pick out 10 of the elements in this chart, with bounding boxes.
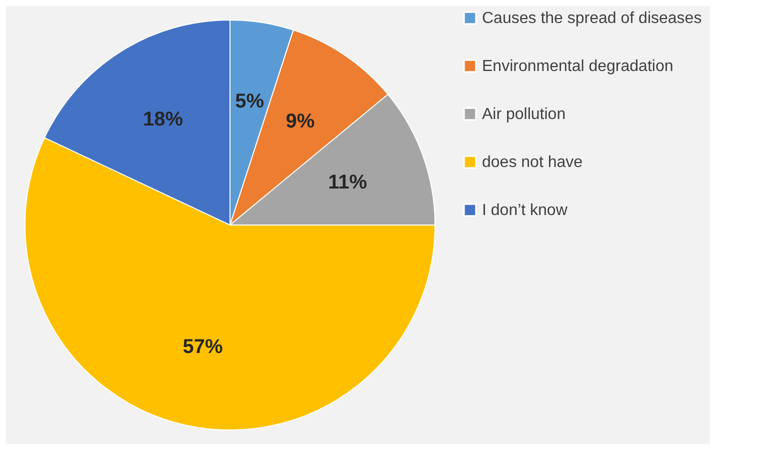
legend-label: Air pollution xyxy=(482,106,566,123)
data-label: 9% xyxy=(286,110,315,133)
legend-label: I don’t know xyxy=(482,202,568,219)
data-label: 18% xyxy=(143,108,184,130)
data-label: 5% xyxy=(235,90,264,113)
data-label: 57% xyxy=(182,336,223,358)
data-label: 11% xyxy=(328,172,368,194)
legend-label: Environmental degradation xyxy=(482,58,674,75)
legend-label: Causes the spread of diseases xyxy=(482,10,702,27)
legend-label: does not have xyxy=(482,154,583,171)
